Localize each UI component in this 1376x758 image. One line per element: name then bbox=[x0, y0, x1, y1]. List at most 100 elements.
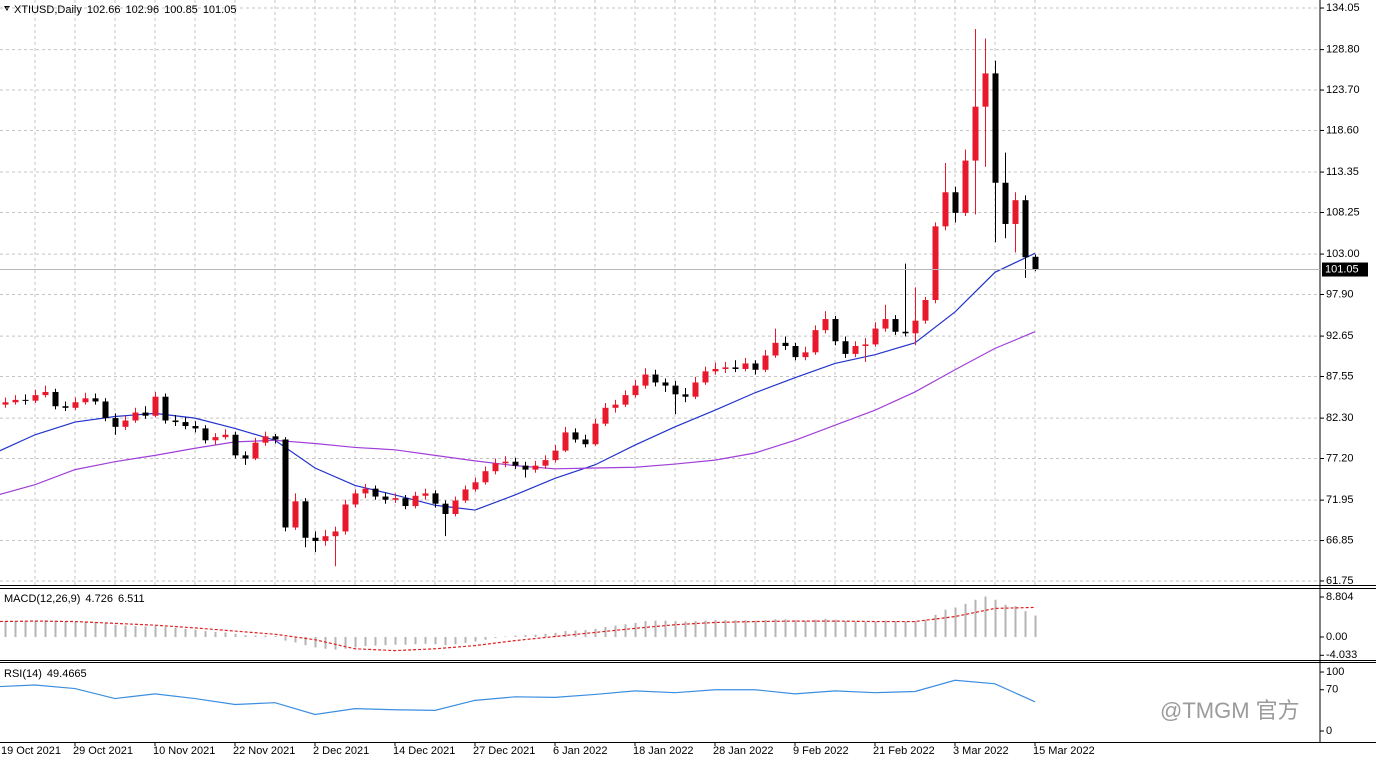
candle-body bbox=[512, 461, 519, 466]
candle-body bbox=[732, 367, 739, 369]
x-tick-label: 21 Feb 2022 bbox=[873, 745, 935, 757]
candle-body bbox=[792, 345, 799, 358]
candle-body bbox=[752, 363, 759, 370]
candle-body bbox=[572, 432, 579, 440]
candle-body bbox=[352, 493, 359, 505]
candle-body bbox=[742, 363, 749, 369]
y-tick-label: 71.95 bbox=[1326, 494, 1354, 506]
candle-body bbox=[242, 455, 249, 459]
candle-body bbox=[662, 382, 669, 386]
candle-body bbox=[822, 319, 829, 331]
candle-body bbox=[472, 482, 479, 490]
candle-body bbox=[1012, 200, 1019, 224]
y-tick-label: 97.90 bbox=[1326, 288, 1354, 300]
candle-body bbox=[22, 399, 29, 401]
candle-body bbox=[702, 371, 709, 383]
candle-body bbox=[532, 465, 539, 470]
candle-body bbox=[32, 395, 39, 401]
x-tick-label: 3 Mar 2022 bbox=[953, 745, 1009, 757]
candle-body bbox=[12, 399, 19, 403]
candle-body bbox=[202, 428, 209, 441]
candle-body bbox=[442, 503, 449, 514]
header-value: 6.511 bbox=[118, 593, 145, 605]
y-tick-label: 100 bbox=[1326, 666, 1344, 678]
candle-body bbox=[412, 495, 419, 507]
candle-body bbox=[972, 106, 979, 161]
candle-body bbox=[342, 504, 349, 532]
candle-body bbox=[542, 460, 549, 466]
candle-body bbox=[92, 398, 99, 402]
y-tick-label: 77.20 bbox=[1326, 452, 1354, 464]
candle-body bbox=[1032, 256, 1039, 270]
candle-body bbox=[112, 418, 119, 427]
candle-body bbox=[462, 489, 469, 501]
candle-body bbox=[782, 342, 789, 346]
candle-body bbox=[992, 73, 999, 183]
y-tick-label: 8.804 bbox=[1326, 591, 1354, 603]
candle-body bbox=[482, 471, 489, 483]
candle-body bbox=[332, 531, 339, 537]
y-tick-label: 123.70 bbox=[1326, 84, 1360, 96]
candle-body bbox=[52, 391, 59, 407]
x-tick-label: 28 Jan 2022 bbox=[713, 745, 774, 757]
candle-body bbox=[432, 493, 439, 504]
header-value: 49.4665 bbox=[47, 668, 87, 680]
candle-body bbox=[452, 500, 459, 514]
candle-body bbox=[772, 342, 779, 356]
candle-body bbox=[832, 319, 839, 342]
candle-body bbox=[812, 330, 819, 353]
candle-body bbox=[932, 226, 939, 301]
candle-body bbox=[562, 432, 569, 451]
candle-body bbox=[122, 420, 129, 427]
candle-body bbox=[642, 374, 649, 386]
header-value: 101.05 bbox=[203, 4, 237, 16]
y-tick-label: 118.60 bbox=[1326, 124, 1359, 136]
candle-body bbox=[502, 461, 509, 464]
header-value: 4.726 bbox=[85, 593, 113, 605]
candle-body bbox=[222, 434, 229, 438]
candle-body bbox=[422, 493, 429, 496]
candle-body bbox=[102, 401, 109, 419]
candle-body bbox=[982, 73, 989, 107]
candle-body bbox=[842, 341, 849, 354]
candle-body bbox=[722, 367, 729, 369]
signal-line bbox=[0, 606, 1036, 652]
header-value: RSI(14) bbox=[4, 668, 42, 680]
candle-body bbox=[552, 450, 559, 461]
panel-header: RSI(14) 49.4665 bbox=[4, 668, 87, 680]
y-tick-label: 92.65 bbox=[1326, 330, 1354, 342]
candle-body bbox=[712, 368, 719, 372]
candle-body bbox=[292, 501, 299, 528]
watermark: @TMGM 官方 bbox=[1160, 698, 1300, 723]
candle-body bbox=[182, 422, 189, 427]
x-tick-label: 10 Nov 2021 bbox=[153, 745, 215, 757]
candle-body bbox=[282, 439, 289, 528]
y-tick-label: 70 bbox=[1326, 684, 1338, 696]
header-value: 100.85 bbox=[164, 4, 198, 16]
candle-body bbox=[492, 463, 499, 472]
candle-body bbox=[872, 328, 879, 345]
candle-body bbox=[42, 391, 49, 396]
candle-body bbox=[252, 442, 259, 459]
candle-body bbox=[82, 398, 89, 403]
x-tick-label: 18 Jan 2022 bbox=[633, 745, 694, 757]
candle-body bbox=[262, 436, 269, 443]
candle-body bbox=[382, 496, 389, 500]
candle-body bbox=[1022, 200, 1029, 258]
candle-body bbox=[632, 385, 639, 396]
y-tick-label: -4.033 bbox=[1326, 649, 1357, 661]
x-tick-label: 9 Feb 2022 bbox=[793, 745, 849, 757]
candle-body bbox=[942, 192, 949, 227]
candle-body bbox=[892, 319, 899, 332]
last-price-box bbox=[1322, 262, 1368, 277]
candle-body bbox=[272, 436, 279, 440]
candle-body bbox=[882, 319, 889, 329]
y-tick-label: 108.25 bbox=[1326, 206, 1360, 218]
candle-body bbox=[682, 394, 689, 397]
x-tick-label: 19 Oct 2021 bbox=[1, 745, 61, 757]
candle-body bbox=[62, 406, 69, 408]
candle-body bbox=[922, 300, 929, 321]
rsi-line bbox=[0, 679, 1036, 716]
candle-body bbox=[692, 382, 699, 397]
candle-body bbox=[402, 498, 409, 507]
